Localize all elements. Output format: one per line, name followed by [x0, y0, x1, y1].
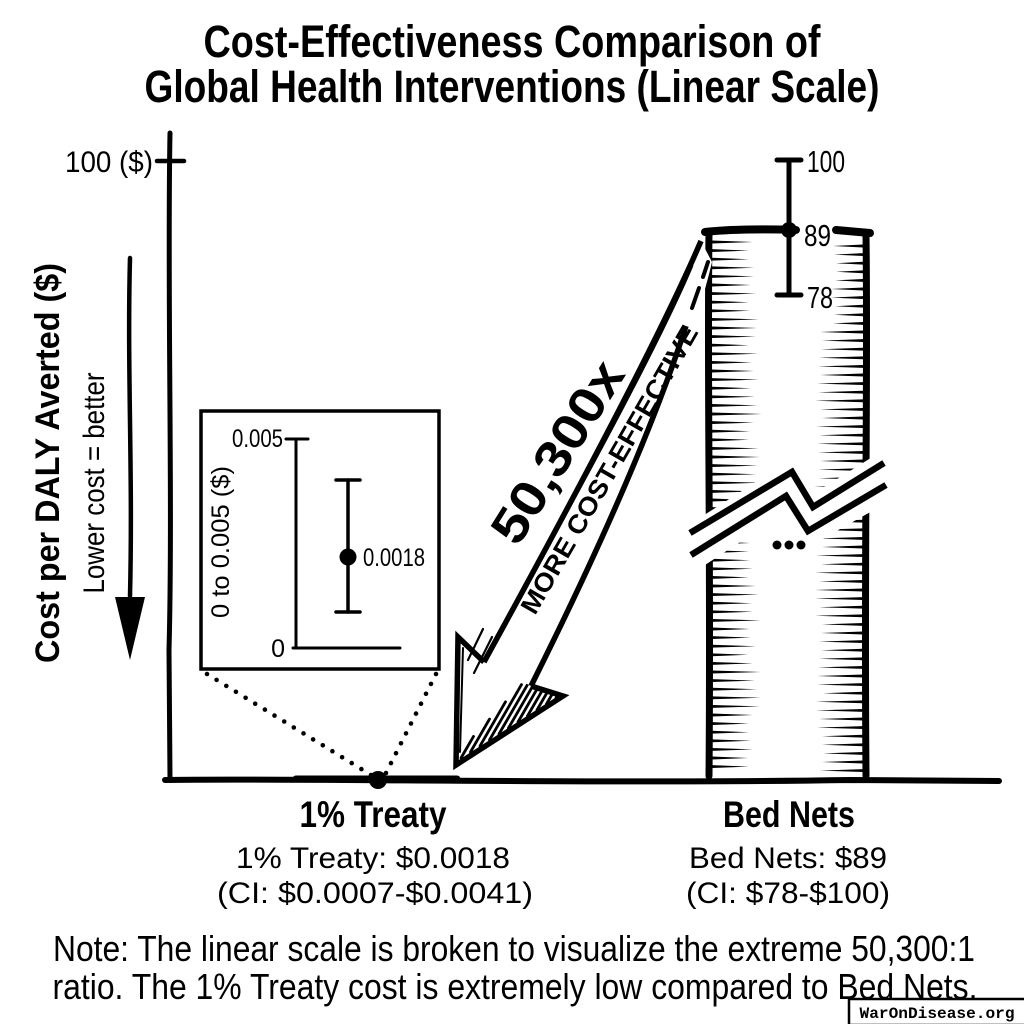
svg-text:Bed Nets: Bed Nets	[723, 794, 855, 835]
svg-text:Cost per DALY Averted ($): Cost per DALY Averted ($)	[29, 263, 67, 663]
svg-text:1% Treaty: $0.0018: 1% Treaty: $0.0018	[236, 842, 510, 875]
svg-text:89: 89	[804, 218, 831, 253]
svg-text:0 to 0.005 ($): 0 to 0.005 ($)	[207, 466, 235, 618]
svg-text:(CI: $78-$100): (CI: $78-$100)	[686, 877, 890, 910]
svg-text:WarOnDisease.org: WarOnDisease.org	[860, 1005, 1015, 1023]
svg-text:Cost-Effectiveness Comparison: Cost-Effectiveness Comparison of	[204, 16, 822, 67]
svg-text:Lower cost = better: Lower cost = better	[78, 372, 111, 593]
svg-text:Bed Nets: $89: Bed Nets: $89	[689, 842, 887, 875]
svg-text:0: 0	[271, 635, 285, 663]
svg-text:0.0018: 0.0018	[363, 544, 425, 572]
svg-text:Note: The linear scale is brok: Note: The linear scale is broken to visu…	[53, 928, 975, 969]
svg-text:ratio. The 1% Treaty cost is e: ratio. The 1% Treaty cost is extremely l…	[53, 966, 978, 1007]
svg-text:78: 78	[807, 280, 833, 315]
svg-text:100 ($): 100 ($)	[65, 146, 153, 179]
svg-text:0.005: 0.005	[232, 425, 283, 453]
svg-text:(CI: $0.0007-$0.0041): (CI: $0.0007-$0.0041)	[217, 877, 533, 910]
svg-text:1% Treaty: 1% Treaty	[300, 794, 447, 835]
svg-text:Global Health Interventions (L: Global Health Interventions (Linear Scal…	[145, 61, 880, 112]
svg-text:100: 100	[807, 144, 845, 179]
